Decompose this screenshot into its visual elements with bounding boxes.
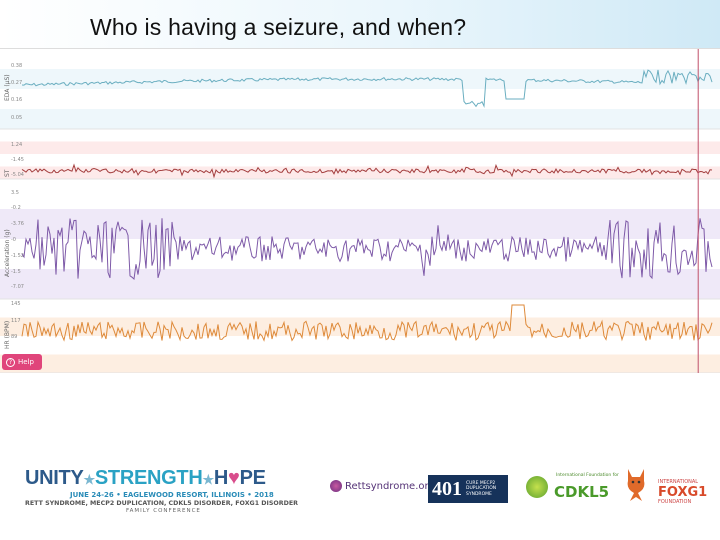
eda-tick: 0.38 (11, 63, 23, 69)
question-circle-icon: ? (6, 357, 15, 367)
heart-icon: ♥ (228, 467, 240, 489)
acc-tick: -7.07 (11, 284, 24, 290)
unity-strength-hope-logo: UNITY★STRENGTH★H♥PE (25, 467, 266, 490)
hr-band (0, 354, 720, 373)
cdkl5-mark-icon (526, 476, 548, 498)
logo-word-h: H (213, 467, 228, 489)
rettsyndrome-logo: Rettsyndrome.org (330, 480, 435, 492)
eda-band (0, 69, 720, 89)
foxg1-foundation-text: FOUNDATION (658, 499, 692, 505)
acc-band (0, 209, 720, 239)
logo-word-strength: STRENGTH (94, 467, 203, 489)
eda-tick: 0.27 (11, 80, 23, 86)
cdkl5-intl-text: International Foundation for (556, 473, 619, 478)
conference-type: FAMILY CONFERENCE (126, 508, 201, 514)
help-button[interactable]: ? Help (2, 354, 42, 370)
eda-band (0, 109, 720, 129)
eda-tick: 0.16 (11, 97, 23, 103)
eda-tick: 0.05 (11, 115, 23, 121)
temp-band (0, 141, 720, 154)
acc-tick: 3.5 (11, 190, 19, 196)
acc-tick: -0.2 (11, 205, 21, 211)
star-icon: ★ (202, 472, 214, 487)
acc-tick: -1.5 (11, 269, 21, 275)
foxg1-foundation-logo: INTERNATIONAL FOXG1 FOUNDATION (622, 467, 707, 507)
star-icon: ★ (83, 472, 96, 487)
rett-logo-text: Rettsyndrome.org (345, 480, 435, 492)
temp-tick: -1.45 (11, 157, 24, 163)
401-logo-text: CURE MECP2 DUPLICATION SYNDROME (466, 480, 497, 497)
temp-tick: -5.04 (11, 172, 24, 178)
conference-conditions: RETT SYNDROME, MECP2 DUPLICATION, CDKL5 … (25, 500, 298, 507)
foxg1-name-text: FOXG1 (658, 485, 708, 500)
slide-title: Who is having a seizure, and when? (90, 14, 467, 40)
acc-tick: -0 (11, 237, 16, 243)
signal-plot (0, 49, 720, 373)
temp-signal-line (21, 163, 713, 179)
acc-tick: -3.76 (11, 221, 24, 227)
eda-axis-label: EDA (µS) (4, 74, 11, 101)
acc-band (0, 269, 720, 299)
foxg1-intl-text: INTERNATIONAL (658, 479, 699, 485)
temp-tick: 1.24 (11, 142, 23, 148)
acc-tick: -1.52 (11, 253, 24, 259)
401-project-logo: 401 CURE MECP2 DUPLICATION SYNDROME (428, 475, 508, 503)
conference-dates: JUNE 24-26 • EAGLEWOOD RESORT, ILLINOIS … (70, 491, 274, 499)
cdkl5-name-text: CDKL5 (554, 483, 610, 501)
hr-tick: 89 (11, 334, 18, 340)
logo-word-pe: PE (239, 467, 266, 489)
conference-footer: UNITY★STRENGTH★H♥PE JUNE 24-26 • EAGLEWO… (0, 455, 720, 540)
cdkl5-foundation-logo: International Foundation for CDKL5 (526, 470, 619, 506)
fox-icon (627, 469, 645, 501)
hr-tick: 117 (11, 318, 21, 324)
hr-signal-line (21, 304, 713, 342)
acc-signal-line (21, 218, 713, 281)
temp-axis-label: ST (4, 169, 11, 177)
help-label: Help (18, 358, 34, 366)
logo-word-unity: UNITY (25, 467, 84, 489)
hr-tick: 145 (11, 301, 21, 307)
slide-header-band (0, 0, 720, 48)
401-logo-number: 401 (432, 477, 462, 500)
hr-axis-label: HR (BPM) (4, 320, 11, 349)
rett-mark-icon (330, 480, 342, 492)
biosignal-dashboard: EDA (µS) ST Acceleration (g) HR (BPM) 0.… (0, 48, 720, 373)
eda-signal-line (21, 69, 713, 109)
acc-axis-label: Acceleration (g) (4, 229, 11, 277)
temp-band (0, 166, 720, 179)
